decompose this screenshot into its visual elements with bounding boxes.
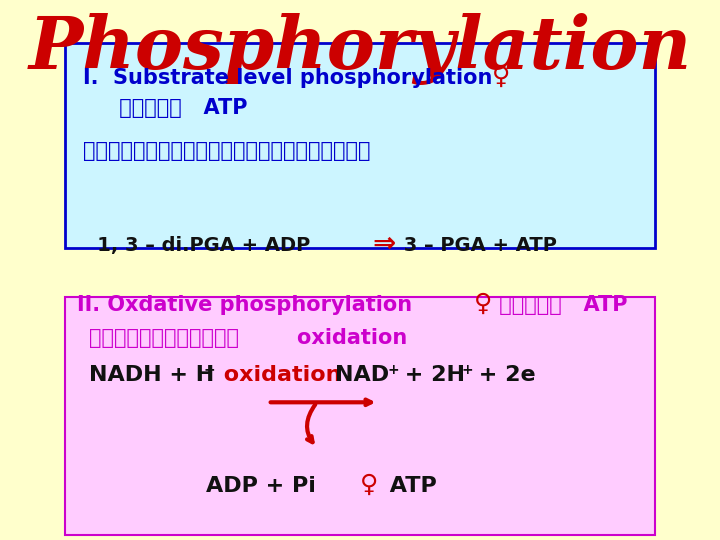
Text: ♀: ♀ <box>474 292 492 315</box>
FancyBboxPatch shape <box>65 297 655 535</box>
Text: ♀: ♀ <box>492 65 510 89</box>
Text: II. Oxdative phosphorylation: II. Oxdative phosphorylation <box>77 295 420 315</box>
Text: สร้าง   ATP: สร้าง ATP <box>492 295 628 315</box>
Text: ATP: ATP <box>382 476 436 496</box>
Text: + 2H: + 2H <box>397 365 465 386</box>
Text: NADH + H: NADH + H <box>89 365 215 386</box>
FancyBboxPatch shape <box>65 43 655 248</box>
Text: Phosphorylation: Phosphorylation <box>28 12 692 85</box>
Text: +: + <box>203 363 215 377</box>
Text: ⇒: ⇒ <box>372 230 395 258</box>
Text: +: + <box>462 363 473 377</box>
Text: NAD: NAD <box>336 365 390 386</box>
Text: 3 – PGA + ATP: 3 – PGA + ATP <box>397 236 557 255</box>
Text: + 2e: + 2e <box>471 365 535 386</box>
Text: I.  Substrate level phosphorylation: I. Substrate level phosphorylation <box>84 68 500 89</box>
Text: ♀: ♀ <box>360 472 378 496</box>
Text: oxidation: oxidation <box>215 365 348 386</box>
Text: ADP + Pi: ADP + Pi <box>207 476 324 496</box>
Text: จากสารอนทรีย์พลังงานสูง: จากสารอนทรีย์พลังงานสูง <box>84 141 371 161</box>
Text: จากปฏิกิริยา        oxidation: จากปฏิกิริยา oxidation <box>89 327 408 348</box>
Text: +: + <box>387 363 400 377</box>
Text: 1, 3 – di.PGA + ADP: 1, 3 – di.PGA + ADP <box>77 236 317 255</box>
Text: สร้าง   ATP: สร้าง ATP <box>84 98 248 118</box>
